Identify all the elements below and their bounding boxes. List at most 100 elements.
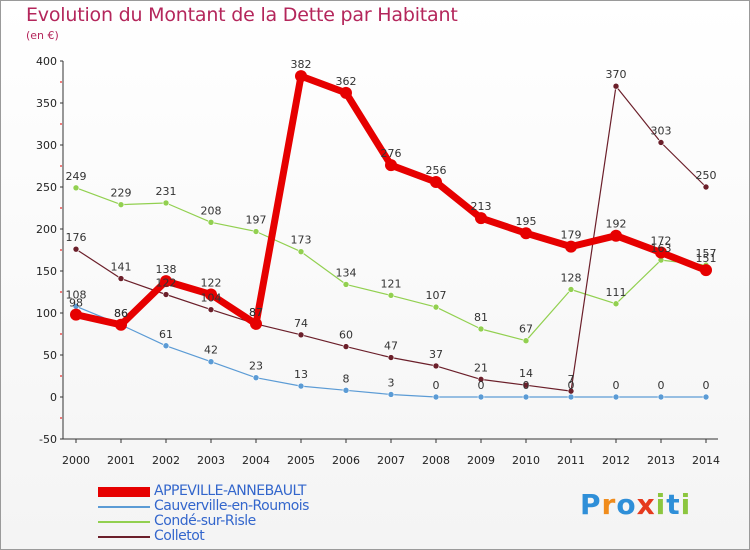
legend-swatch — [98, 486, 150, 497]
data-point — [657, 139, 665, 146]
data-label: 61 — [159, 328, 173, 341]
data-label: 0 — [478, 379, 485, 392]
data-point — [162, 199, 170, 207]
data-point — [160, 275, 172, 288]
data-point — [612, 300, 620, 308]
data-label: 163 — [651, 242, 672, 255]
data-point — [207, 358, 215, 366]
y-tick-label: 250 — [36, 181, 57, 194]
logo-letter: o — [616, 488, 637, 521]
data-label: 86 — [114, 307, 128, 320]
logo-letter: x — [636, 488, 656, 521]
data-label: 0 — [703, 379, 710, 392]
data-label: 122 — [156, 277, 177, 290]
y-tick-label: -50 — [39, 433, 57, 446]
data-point — [432, 393, 440, 401]
y-tick-label: 50 — [43, 349, 57, 362]
data-point — [567, 286, 575, 293]
data-point — [612, 82, 620, 90]
data-label: 382 — [291, 58, 312, 71]
data-point — [252, 374, 260, 381]
y-tick-label: 350 — [36, 97, 57, 110]
x-tick-label: 2009 — [467, 454, 495, 467]
data-label: 229 — [111, 187, 132, 200]
logo-letter: i — [655, 488, 667, 521]
x-tick-label: 2008 — [422, 454, 450, 467]
data-label: 276 — [381, 147, 402, 160]
data-label: 250 — [696, 169, 717, 182]
series-layer — [70, 70, 712, 401]
y-tick-label: 150 — [36, 265, 57, 278]
legend-swatch — [98, 505, 150, 508]
data-label: 21 — [474, 361, 488, 374]
data-point — [297, 248, 305, 255]
data-point — [250, 317, 262, 330]
data-label: 42 — [204, 344, 218, 357]
data-point — [522, 337, 530, 345]
x-tick-label: 2014 — [692, 454, 720, 467]
proxiti-logo: Proxiti — [580, 488, 691, 521]
y-tick-label: 300 — [36, 139, 57, 152]
data-label: 157 — [696, 247, 717, 260]
logo-letter: r — [601, 488, 617, 521]
data-label: 0 — [433, 379, 440, 392]
data-label: 3 — [388, 376, 395, 389]
data-point — [565, 240, 577, 253]
data-label: 172 — [651, 235, 672, 248]
data-point — [567, 393, 575, 401]
legend-label: Colletot — [154, 528, 205, 544]
data-label: 362 — [336, 75, 357, 88]
data-label: 108 — [66, 288, 87, 301]
data-label: 121 — [381, 277, 402, 290]
data-point — [207, 306, 215, 313]
data-point — [162, 342, 170, 350]
x-tick-label: 2005 — [287, 454, 315, 467]
data-point — [520, 227, 532, 240]
data-point — [162, 291, 170, 298]
x-tick-label: 2011 — [557, 454, 585, 467]
data-point — [612, 393, 620, 401]
data-label: 87 — [249, 306, 263, 319]
x-tick-label: 2004 — [242, 454, 270, 467]
data-label: 60 — [339, 329, 353, 342]
data-point — [385, 159, 397, 172]
data-point — [297, 331, 305, 339]
y-tick-label: 200 — [36, 223, 57, 236]
data-point — [432, 303, 440, 311]
legend-swatch — [98, 520, 150, 523]
data-label: 176 — [66, 231, 87, 244]
legend-swatch — [98, 535, 150, 538]
data-label: 67 — [519, 323, 533, 336]
data-label: 134 — [336, 266, 357, 279]
data-point — [702, 393, 710, 401]
data-point — [72, 245, 80, 253]
y-tick-label: 0 — [50, 391, 57, 404]
data-label: 104 — [201, 292, 222, 305]
data-label: 111 — [606, 286, 627, 299]
x-tick-label: 2010 — [512, 454, 540, 467]
data-label: 151 — [696, 252, 717, 265]
data-point — [70, 308, 82, 321]
data-label: 37 — [429, 348, 443, 361]
data-label: 0 — [613, 379, 620, 392]
data-point — [477, 325, 485, 333]
data-label: 195 — [516, 215, 537, 228]
data-point — [610, 229, 622, 242]
data-point — [387, 354, 395, 361]
data-label: 128 — [561, 271, 582, 284]
data-point — [477, 393, 485, 401]
data-label: 14 — [519, 367, 533, 380]
data-point — [477, 376, 485, 383]
data-point — [432, 362, 440, 370]
data-point — [522, 393, 530, 401]
data-label: 173 — [291, 234, 312, 247]
data-label: 0 — [568, 379, 575, 392]
data-label: 138 — [156, 263, 177, 276]
legend-label: Cauverville-en-Roumois — [154, 498, 309, 514]
legend-label: Condé-sur-Risle — [154, 513, 256, 529]
data-label: 81 — [474, 311, 488, 324]
data-label: 0 — [658, 379, 665, 392]
data-label: 23 — [249, 360, 263, 373]
